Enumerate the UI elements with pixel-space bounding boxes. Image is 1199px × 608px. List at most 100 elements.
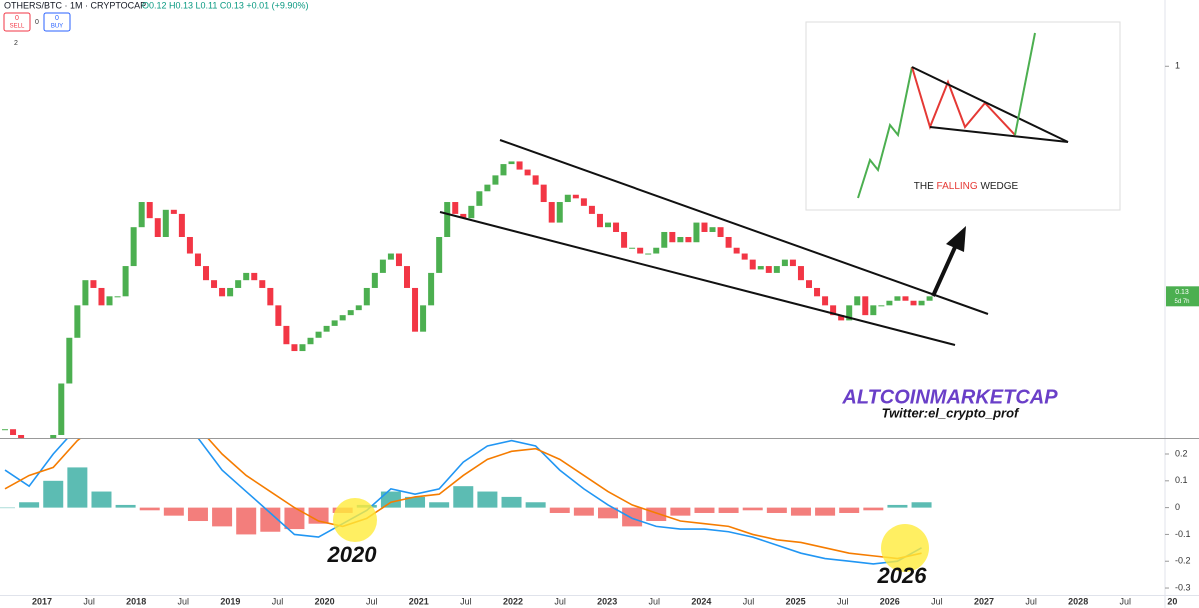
candle <box>90 280 97 288</box>
watermark: ALTCOINMARKETCAP <box>841 386 1058 408</box>
candle <box>556 202 563 223</box>
histogram-bar <box>863 507 884 511</box>
price-pane <box>2 161 933 438</box>
inset-upper-line <box>911 66 1069 143</box>
y-tick-label: -0.2 <box>1175 556 1191 566</box>
inset-uptrend <box>857 66 913 199</box>
y-tick-label: 0.2 <box>1175 448 1188 458</box>
histogram-bar <box>549 507 570 513</box>
candle <box>444 202 451 237</box>
sell-button[interactable] <box>3 12 31 32</box>
candle <box>814 287 821 297</box>
inset-zigzag <box>911 66 1016 136</box>
candle <box>902 296 909 301</box>
candle <box>299 344 306 352</box>
candle <box>894 296 901 301</box>
candle <box>219 287 226 297</box>
histogram-bar <box>887 504 908 508</box>
x-tick-label: 2023 <box>597 596 617 606</box>
histogram-bar <box>646 507 667 522</box>
histogram-bar <box>260 507 281 532</box>
inset-panel <box>805 21 1121 211</box>
candle <box>532 175 539 185</box>
candle <box>701 222 708 232</box>
candle <box>926 296 933 301</box>
histogram-bar <box>43 480 64 508</box>
candle <box>572 194 579 199</box>
candle <box>830 305 837 316</box>
candle <box>460 213 467 219</box>
x-tick-label: Jul <box>83 596 95 606</box>
candle <box>717 227 724 237</box>
candle <box>725 236 732 248</box>
candle <box>371 272 378 288</box>
inset-word: FALLING <box>937 181 978 192</box>
histogram-bar <box>163 507 184 516</box>
histogram-bar <box>0 507 15 509</box>
symbol: OTHERS/BTC · 1M · CRYPTOCAP <box>4 0 146 10</box>
highlight <box>881 524 929 572</box>
year-annotation: 2026 <box>877 563 928 588</box>
candle <box>789 259 796 267</box>
candle <box>588 205 595 214</box>
candle <box>283 325 290 345</box>
candle <box>347 310 354 316</box>
histogram-bar <box>284 507 305 530</box>
candle <box>741 253 748 260</box>
candle <box>838 315 845 321</box>
candle <box>773 266 780 273</box>
candle <box>540 184 547 203</box>
candle <box>412 287 419 332</box>
x-tick-label: Jul <box>1120 596 1132 606</box>
candle <box>580 198 587 206</box>
last-price-box <box>1166 286 1199 307</box>
buy-button[interactable] <box>43 12 71 32</box>
candle <box>420 305 427 332</box>
candle <box>468 205 475 219</box>
candle <box>846 305 853 321</box>
candle <box>114 296 121 298</box>
histogram-bar <box>790 507 811 516</box>
sell-count: 0 <box>15 15 19 22</box>
candle <box>379 259 386 273</box>
histogram-bar <box>19 502 40 508</box>
candle <box>733 247 740 254</box>
histogram-bar <box>742 507 763 511</box>
histogram-bar <box>139 507 160 511</box>
x-tick-label: 2020 <box>315 596 335 606</box>
candle <box>203 266 209 281</box>
histogram-bar <box>91 491 112 508</box>
candle <box>146 202 153 219</box>
candle <box>508 161 515 165</box>
candle <box>339 315 346 321</box>
candle <box>862 296 869 316</box>
candle <box>275 305 282 326</box>
histogram-bar <box>308 507 329 524</box>
candle <box>806 280 812 288</box>
x-tick-label: 20 <box>1167 596 1177 606</box>
sell-label: SELL <box>10 24 25 30</box>
candle <box>645 253 652 255</box>
candle <box>98 287 105 306</box>
candle <box>613 222 620 232</box>
candle <box>291 344 298 352</box>
candle <box>404 266 410 288</box>
candle <box>170 209 177 214</box>
histogram-bar <box>429 502 450 508</box>
candle <box>797 266 804 281</box>
histogram-bar <box>911 502 932 508</box>
candle <box>870 305 877 316</box>
candle <box>243 272 250 281</box>
candle <box>395 253 402 267</box>
histogram-bar <box>525 502 546 508</box>
candle <box>74 305 81 338</box>
y-tick-label: -0.1 <box>1175 529 1191 539</box>
candle <box>749 259 756 270</box>
candle <box>267 287 274 306</box>
inset-word: THE <box>914 181 934 192</box>
candle <box>677 236 684 243</box>
candle <box>516 161 523 170</box>
candle <box>878 305 885 307</box>
